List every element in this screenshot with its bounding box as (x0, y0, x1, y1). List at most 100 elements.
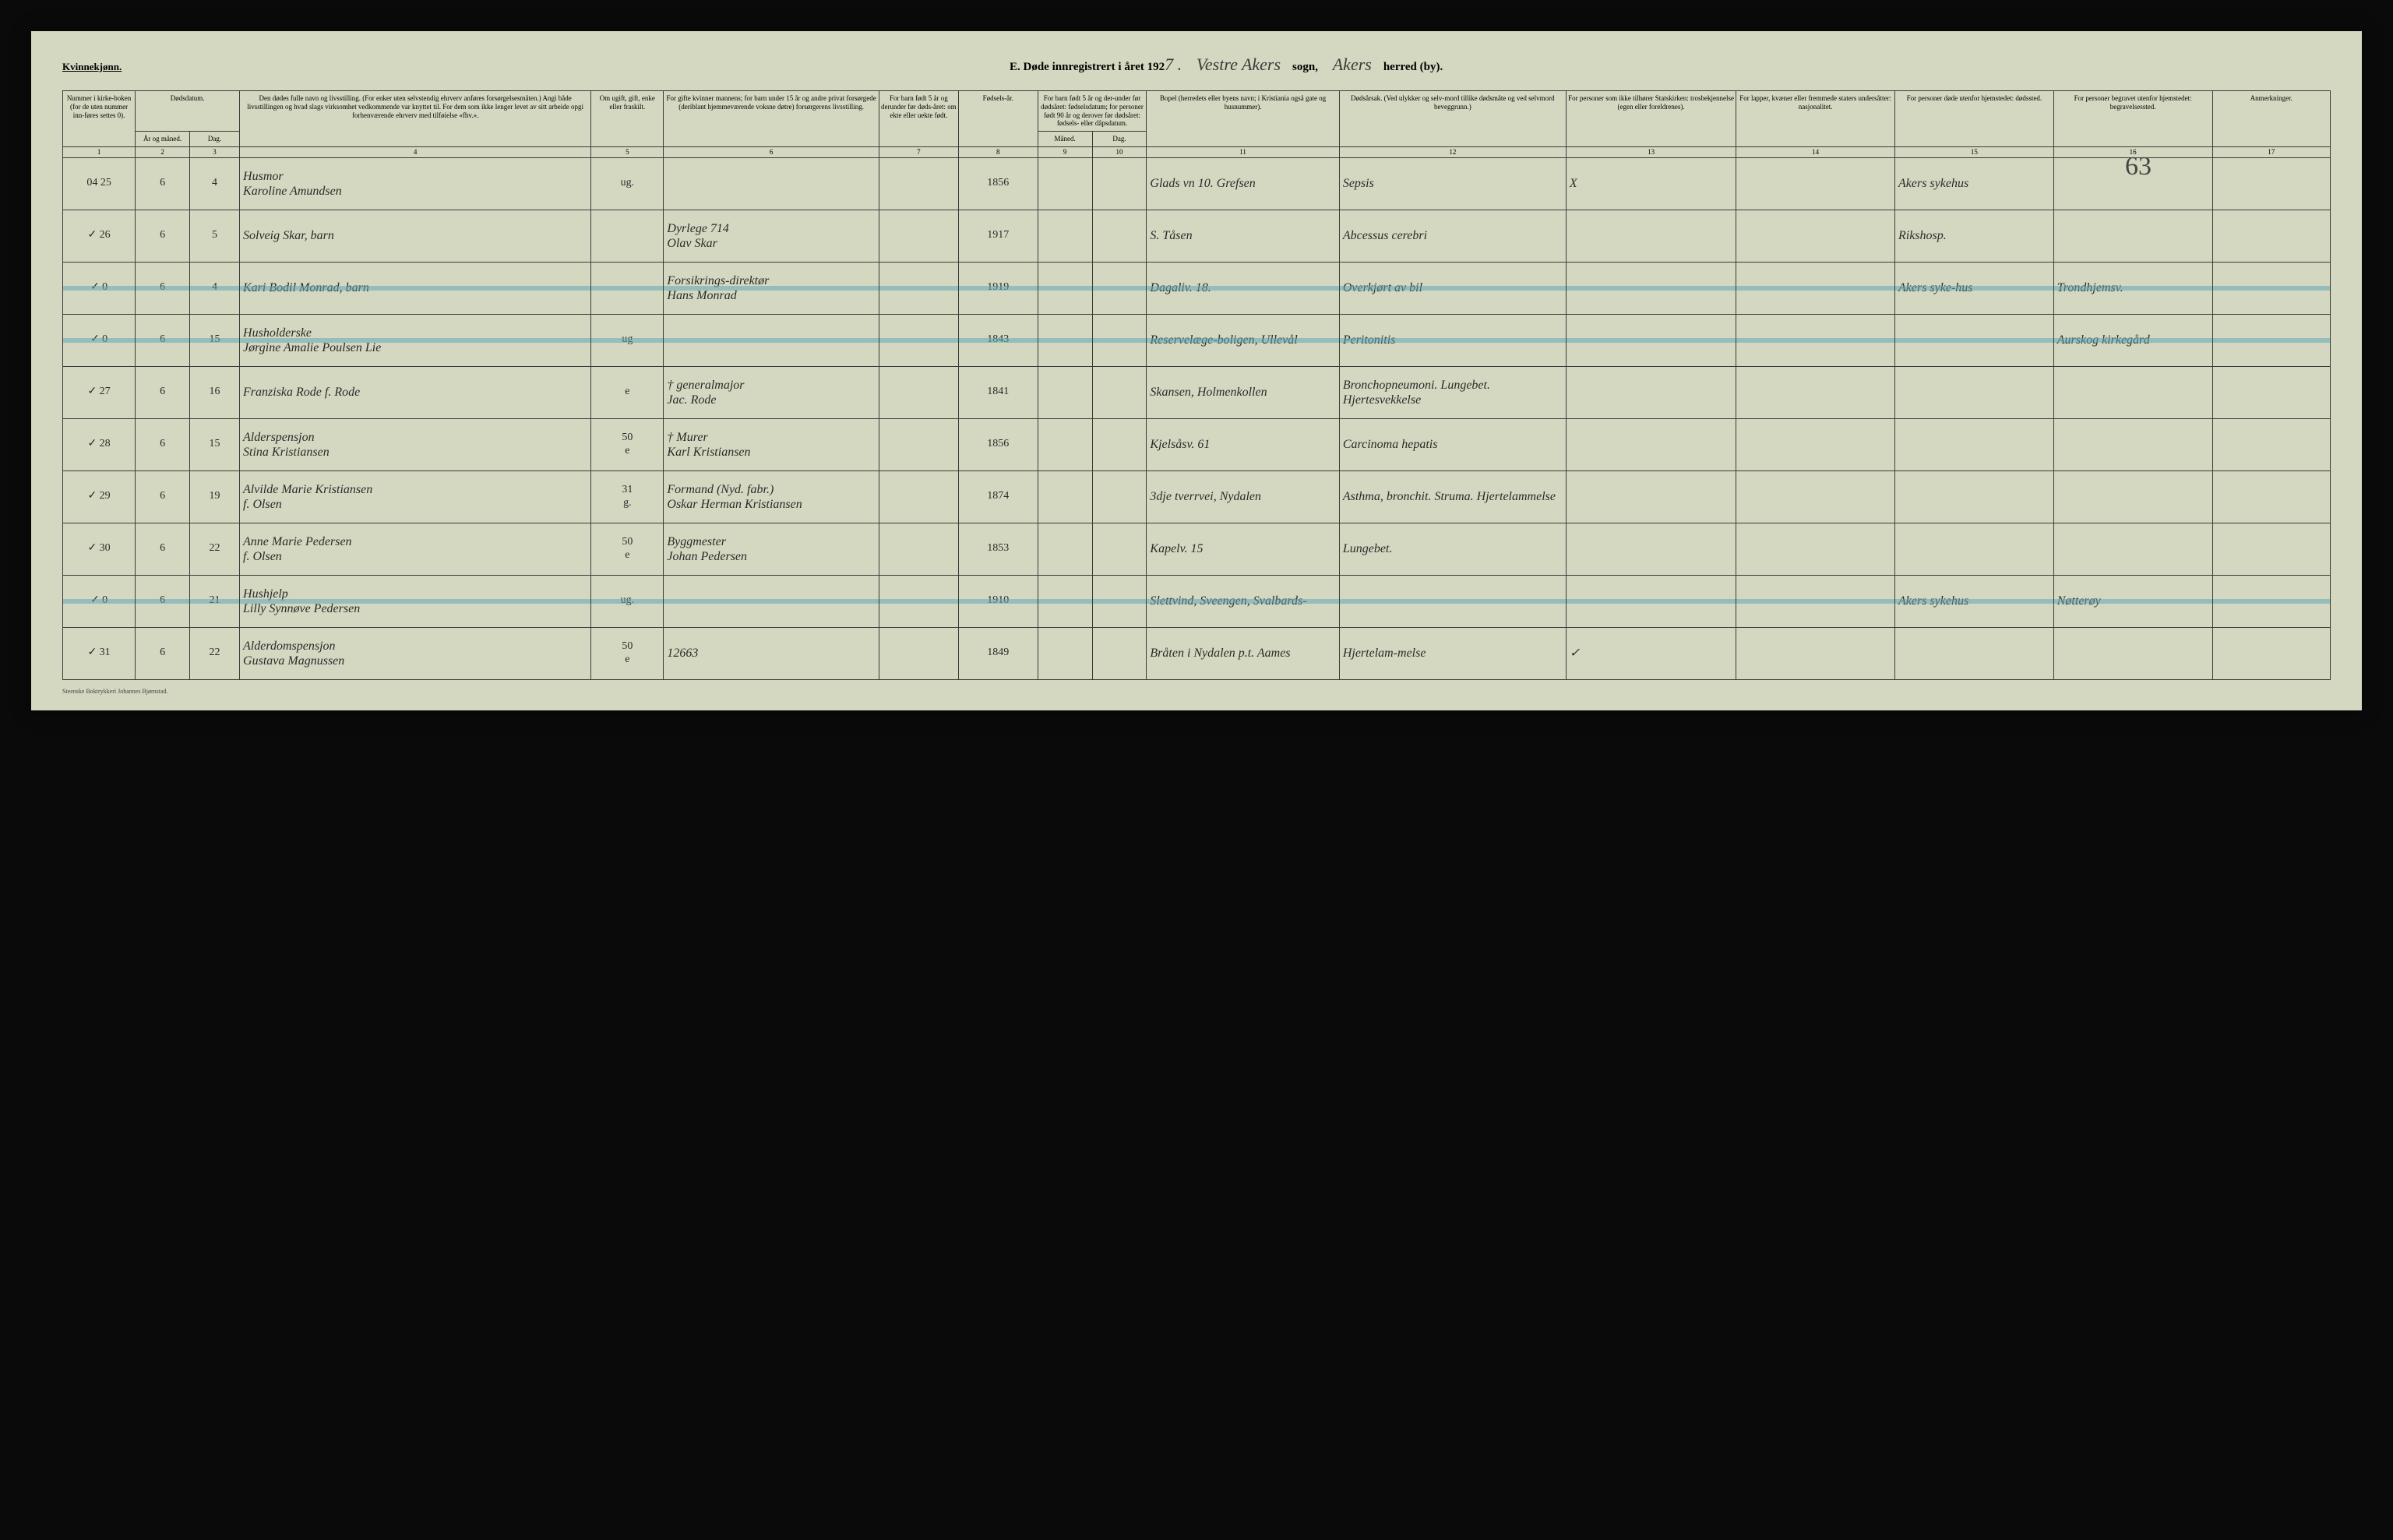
cell: 1917 (958, 210, 1038, 262)
cell: 1843 (958, 314, 1038, 366)
title-prefix: E. Døde innregistrert i året 192 (1010, 61, 1165, 73)
year-suffix: 7 . (1165, 55, 1182, 74)
cell: 1853 (958, 523, 1038, 575)
colnum: 15 (1894, 146, 2053, 157)
cell: 6 (136, 157, 190, 210)
cell (1038, 627, 1092, 679)
col-header-9-10: For barn født 5 år og der-under før døds… (1038, 91, 1147, 132)
cell (2053, 523, 2212, 575)
cell (1894, 366, 2053, 418)
cell (1092, 314, 1147, 366)
cell: 19 (190, 470, 240, 523)
district-handwritten: Akers (1333, 55, 1372, 74)
handwritten-page-number: 63 (2125, 152, 2152, 181)
cell: 6 (136, 366, 190, 418)
cell: 1874 (958, 470, 1038, 523)
cell: Dagaliv. 18. (1147, 262, 1339, 314)
header-row-1: Nummer i kirke-boken (for de uten nummer… (63, 91, 2331, 132)
cell (1566, 210, 1736, 262)
cell: 3dje tverrvei, Nydalen (1147, 470, 1339, 523)
cell (1736, 470, 1895, 523)
cell: 1856 (958, 418, 1038, 470)
cell: ✓ 31 (63, 627, 136, 679)
table-row: ✓ 31622Alderdomspensjon Gustava Magnusse… (63, 627, 2331, 679)
cell (2212, 523, 2330, 575)
cell: Husholderske Jørgine Amalie Poulsen Lie (240, 314, 591, 366)
cell: Dyrlege 714 Olav Skar (664, 210, 879, 262)
cell: 50 e (591, 418, 664, 470)
cell (2212, 210, 2330, 262)
cell: Solveig Skar, barn (240, 210, 591, 262)
parish-label: sogn, (1292, 61, 1318, 73)
cell: Abcessus cerebri (1339, 210, 1566, 262)
cell (2212, 418, 2330, 470)
cell: Glads vn 10. Grefsen (1147, 157, 1339, 210)
cell: 21 (190, 575, 240, 627)
colnum: 17 (2212, 146, 2330, 157)
cell: Husmor Karoline Amundsen (240, 157, 591, 210)
cell (2053, 627, 2212, 679)
cell (1038, 470, 1092, 523)
cell: 15 (190, 418, 240, 470)
cell (1038, 210, 1092, 262)
table-row: ✓ 2665Solveig Skar, barnDyrlege 714 Olav… (63, 210, 2331, 262)
cell: 22 (190, 523, 240, 575)
cell: 16 (190, 366, 240, 418)
cell: ug (591, 314, 664, 366)
cell (1566, 470, 1736, 523)
col-header-12: Dødsårsak. (Ved ulykker og selv-mord til… (1339, 91, 1566, 147)
cell: ✓ (1566, 627, 1736, 679)
cell: 12663 (664, 627, 879, 679)
cell (879, 470, 958, 523)
cell (1092, 157, 1147, 210)
cell (1038, 157, 1092, 210)
cell: 1919 (958, 262, 1038, 314)
cell: 6 (136, 210, 190, 262)
col-header-8: Fødsels-år. (958, 91, 1038, 147)
col-header-7: For barn født 5 år og derunder før døds-… (879, 91, 958, 147)
table-row: 04 2564Husmor Karoline Amundsenug.1856Gl… (63, 157, 2331, 210)
parish-handwritten: Vestre Akers (1196, 55, 1281, 74)
colnum: 3 (190, 146, 240, 157)
cell (1092, 575, 1147, 627)
cell (664, 157, 879, 210)
cell: 15 (190, 314, 240, 366)
colnum: 6 (664, 146, 879, 157)
colnum: 4 (240, 146, 591, 157)
cell (1736, 627, 1895, 679)
col-header-2: År og måned. (136, 132, 190, 147)
colnum: 7 (879, 146, 958, 157)
cell: 1841 (958, 366, 1038, 418)
cell (1894, 627, 2053, 679)
gender-label: Kvinnekjønn. (62, 61, 122, 73)
cell (879, 627, 958, 679)
cell (2053, 210, 2212, 262)
cell (1038, 314, 1092, 366)
cell: 6 (136, 523, 190, 575)
cell (664, 314, 879, 366)
cell: Hushjelp Lilly Synnøve Pedersen (240, 575, 591, 627)
district-label: herred (by). (1383, 61, 1443, 73)
colnum: 11 (1147, 146, 1339, 157)
col-header-3: Dag. (190, 132, 240, 147)
column-number-row: 1 2 3 4 5 6 7 8 9 10 11 12 13 14 15 16 1… (63, 146, 2331, 157)
cell: Alderdomspensjon Gustava Magnussen (240, 627, 591, 679)
cell (591, 210, 664, 262)
cell: ug. (591, 575, 664, 627)
cell (879, 210, 958, 262)
cell (1092, 418, 1147, 470)
cell (879, 418, 958, 470)
cell (1092, 262, 1147, 314)
cell (879, 575, 958, 627)
title-section: E. Døde innregistrert i året 1927 . Vest… (122, 55, 2331, 75)
col-header-2-3: Dødsdatum. (136, 91, 240, 132)
cell: 04 25 (63, 157, 136, 210)
cell (1736, 523, 1895, 575)
cell (1894, 314, 2053, 366)
cell (1092, 523, 1147, 575)
table-row: ✓ 0615Husholderske Jørgine Amalie Poulse… (63, 314, 2331, 366)
cell: Asthma, bronchit. Struma. Hjertelammelse (1339, 470, 1566, 523)
colnum: 5 (591, 146, 664, 157)
cell (2212, 314, 2330, 366)
cell (2212, 157, 2330, 210)
